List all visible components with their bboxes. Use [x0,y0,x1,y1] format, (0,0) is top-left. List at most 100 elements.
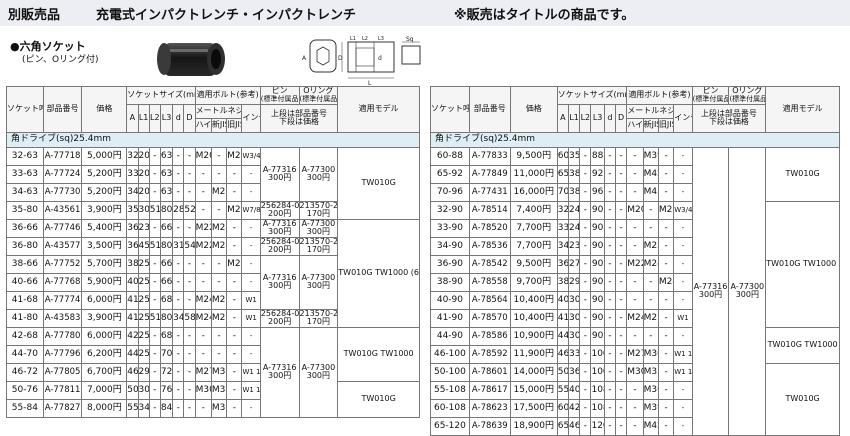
cell-L3: 63 [159,164,174,184]
cell-A: 50 [556,362,570,382]
cell-part-no: A-78617 [468,380,511,400]
pin-sub: (標準付属品) [692,95,728,104]
cell-D: - [183,380,196,400]
cell-new: M22 [210,182,228,202]
cell-old: - [657,344,675,364]
cell-new: M27 [642,308,659,328]
cell-D: - [183,146,196,166]
model-cell: TW010G TW1000 [337,326,420,382]
oring-cell: 213570-2 170円 [298,200,339,220]
cell-D: - [614,272,628,292]
cell-high: M22 [194,236,212,256]
cell-L2: - [579,416,592,436]
cell-nominal: 50-76 [6,380,44,400]
cell-inch: - [241,182,261,202]
cell-price: 9,500円 [509,146,558,166]
pin-cell: A-77316 300円 [259,254,300,310]
cell-L2: - [579,398,592,418]
col-high-tension: ハイテンション [194,117,212,133]
cell-A: 50 [126,380,139,400]
cell-L1: 25 [137,272,150,292]
cell-d: - [172,362,185,382]
cell-L3: 96 [590,182,605,202]
drive-label: 角ドライブ(sq)25.4mm [6,131,420,148]
pin-sub: (標準付属品) [260,95,300,104]
table-row: 50-100A-7860114,000円5036-100--M30M33-W1 … [430,362,840,436]
cell-d: - [603,182,616,202]
table-row: 36-66A-777465,400円3623-66--M22M24--A-773… [6,218,420,328]
cell-part-no: A-77811 [42,380,83,400]
col-d: d [172,103,185,133]
cell-L2: - [148,254,161,274]
cell-L3: 108 [590,380,605,400]
cell-d: - [603,272,616,292]
cell-inch: - [241,236,261,256]
cell-L2: - [579,182,592,202]
cell-d: - [172,164,185,184]
cell-nominal: 38-90 [430,272,470,292]
cell-nominal: 41-68 [6,290,44,310]
cell-new: M39 [642,146,659,166]
cell-L3: 92 [590,164,605,184]
oring-cell: A-77300 300円 [728,146,767,436]
cell-part-no: A-77431 [468,182,511,202]
cell-part-no: A-77746 [42,218,83,238]
cell-part-no: A-78558 [468,272,511,292]
cell-old: - [657,326,675,346]
pin-cell: A-77316 300円 [259,146,300,202]
col-D: D [183,103,196,133]
oring-part: A-77300 [301,272,336,282]
cell-price: 7,700円 [509,218,558,238]
cell-nominal: 38-66 [6,254,44,274]
cell-new: - [642,200,659,220]
pin-part: A-77316 [693,281,728,291]
cell-old: - [657,398,675,418]
cell-high: - [194,272,212,292]
cell-d: 34 [172,308,185,328]
cell-high: - [194,200,212,220]
cell-L2: - [579,164,592,184]
cell-inch: W1 [241,290,261,310]
cell-L2: - [579,218,592,238]
col-inch: インチネジ [673,103,693,133]
cell-d: - [172,272,185,292]
cell-old: - [657,290,675,310]
cell-L1: 25 [137,290,150,310]
cell-nominal: 34-90 [430,236,470,256]
cell-part-no: A-77718 [42,146,83,166]
cell-old: - [226,290,243,310]
cell-L3: 63 [159,182,174,202]
cell-L1: 24 [567,218,581,238]
cell-L3: 90 [590,218,605,238]
cell-L1: 20 [137,164,150,184]
cell-d: - [172,218,185,238]
cell-old: - [657,236,675,256]
cell-part-no: A-43583 [42,308,83,328]
header-bar: 別販売品 充電式インパクトレンチ・インパクトレンチ ※販売はタイトルの商品です。 [0,0,850,26]
sq-label: Sq [406,36,414,43]
cell-old: M24 [226,254,243,274]
cell-L1: 29 [137,362,150,382]
cell-inch: W3/4 [673,200,693,220]
cell-L1: 30 [137,380,150,400]
oring-cell: 213570-2 170円 [298,308,339,328]
cell-L2: - [579,344,592,364]
col-A: A [556,103,570,133]
cell-high: - [194,254,212,274]
cell-L3: 84 [159,398,174,418]
cell-nominal: 36-90 [430,254,470,274]
part-price-note-2: 下段は価格 [708,117,749,127]
cell-old: - [226,308,243,328]
cell-L3: 66 [159,254,174,274]
col-size-group: ソケットサイズ(mm) [126,86,196,105]
cell-A: 65 [556,164,570,184]
cell-D: - [614,326,628,346]
cell-D: - [614,380,628,400]
cell-d: - [172,146,185,166]
table-row: 42-68 A-77780 6,000円 42 25-68- - - - - - A-77316 30… [6,326,420,418]
pin-cell: 256284-0 200円 [259,236,300,256]
cell-L1: 25 [137,254,150,274]
cell-L3: 80 [159,236,174,256]
cell-price: 10,900円 [509,326,558,346]
